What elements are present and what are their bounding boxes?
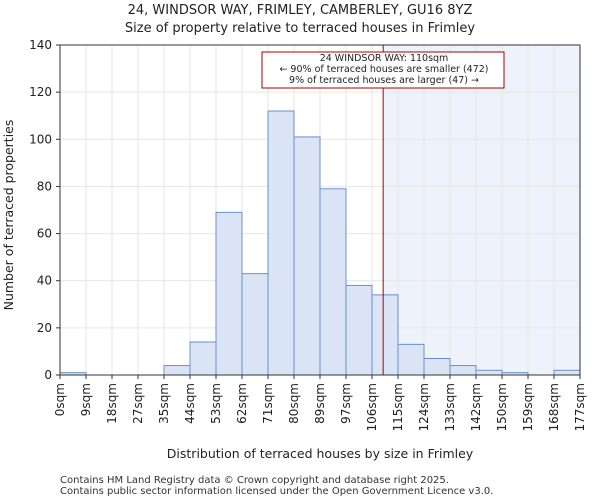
x-tick-label: 0sqm (53, 383, 67, 416)
y-axis-label: Number of terraced properties (1, 120, 16, 311)
bar-124sqm (423, 358, 451, 376)
bar-106sqm (371, 294, 399, 376)
x-tick-label: 97sqm (339, 383, 353, 424)
bar-35sqm (163, 365, 191, 376)
chart-title: 24, WINDSOR WAY, FRIMLEY, CAMBERLEY, GU1… (128, 3, 473, 18)
bar-44sqm (189, 341, 217, 376)
x-tick-label: 27sqm (131, 383, 145, 424)
x-tick-label: 9sqm (79, 383, 93, 416)
y-tick-label: 20 (37, 321, 52, 335)
footer-line-2: Contains public sector information licen… (60, 486, 493, 497)
annotation-border (261, 51, 505, 89)
bar-80sqm (293, 136, 321, 376)
x-tick-label: 80sqm (287, 383, 301, 424)
y-tick-label: 140 (29, 38, 52, 52)
x-tick-label: 18sqm (105, 383, 119, 424)
x-tick-label: 71sqm (261, 383, 275, 424)
bar-89sqm (319, 188, 347, 376)
y-tick-label: 0 (44, 368, 52, 382)
x-tick-label: 115sqm (391, 383, 405, 431)
y-tick-label: 80 (37, 179, 52, 193)
chart-subtitle: Size of property relative to terraced ho… (125, 21, 476, 36)
bar-133sqm (449, 365, 477, 376)
bar-142sqm (475, 369, 503, 376)
bar-115sqm (397, 343, 425, 376)
bar-53sqm (215, 211, 243, 376)
y-tick-label: 60 (37, 227, 52, 241)
y-axis-ticks: 0 20 40 60 80 100 120 140 (29, 38, 60, 382)
x-axis-label: Distribution of terraced houses by size … (167, 446, 474, 461)
bar-62sqm (241, 273, 269, 376)
x-tick-label: 124sqm (417, 383, 431, 431)
annotation-line-1: 24 WINDSOR WAY: 110sqm (320, 53, 449, 64)
x-tick-label: 177sqm (573, 383, 587, 431)
x-tick-label: 44sqm (183, 383, 197, 424)
annotation-line-2: ← 90% of terraced houses are smaller (47… (279, 64, 488, 75)
x-tick-label: 133sqm (443, 383, 457, 431)
bar-71sqm (267, 110, 295, 376)
x-tick-label: 159sqm (521, 383, 535, 431)
y-tick-label: 100 (29, 132, 52, 146)
x-tick-label: 106sqm (365, 383, 379, 431)
x-tick-label: 142sqm (469, 383, 483, 431)
bar-97sqm (345, 284, 373, 376)
x-tick-label: 62sqm (235, 383, 249, 424)
bar-168sqm (553, 369, 581, 376)
x-tick-label: 150sqm (495, 383, 509, 431)
x-tick-label: 168sqm (547, 383, 561, 431)
annotation-line-3: 9% of terraced houses are larger (47) → (289, 75, 479, 86)
x-tick-label: 89sqm (313, 383, 327, 424)
x-axis-ticks: 0sqm 9sqm 18sqm 27sqm 35sqm 44sqm 53sqm 62sqm 71… (53, 375, 587, 431)
larger-properties-region (383, 45, 580, 375)
annotation-box: 24 WINDSOR WAY: 110sqm ← 90% of terraced… (261, 51, 505, 89)
bars (59, 110, 581, 376)
x-tick-label: 35sqm (157, 383, 171, 424)
y-tick-label: 40 (37, 274, 52, 288)
y-tick-label: 120 (29, 85, 52, 99)
x-tick-label: 53sqm (209, 383, 223, 424)
footer-line-1: Contains HM Land Registry data © Crown c… (60, 475, 449, 486)
